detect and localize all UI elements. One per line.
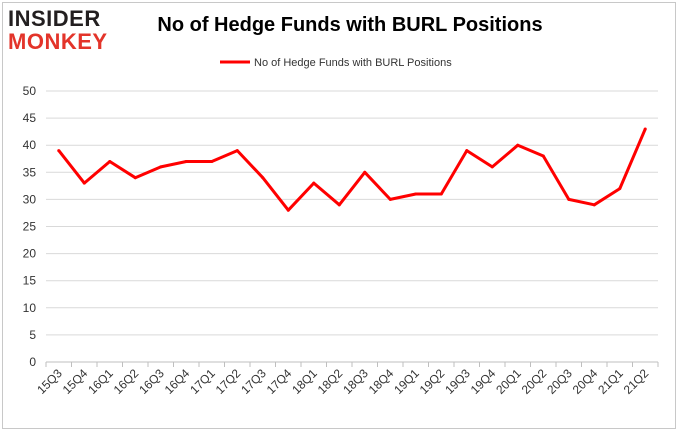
x-tick-label: 20Q2 [519,366,550,397]
gridlines [46,90,658,336]
x-tick-label: 21Q1 [595,366,626,397]
x-tick-label: 20Q1 [493,366,524,397]
y-tick-label: 0 [29,355,36,369]
series-lines [57,127,647,212]
x-tick-label: 20Q4 [570,366,601,397]
data-point [286,208,290,212]
x-tick-label: 15Q3 [34,366,65,397]
x-tick-label: 20Q3 [544,366,575,397]
data-point [618,187,622,191]
data-point [337,203,341,207]
x-axis-ticks: 15Q315Q416Q116Q216Q316Q417Q117Q217Q317Q4… [34,362,659,397]
y-tick-label: 30 [23,192,37,206]
data-point [184,159,188,163]
data-point [261,176,265,180]
data-point [108,159,112,163]
x-tick-label: 18Q2 [315,366,346,397]
x-tick-label: 18Q3 [340,366,371,397]
x-tick-label: 19Q1 [391,366,422,397]
x-tick-label: 21Q2 [621,366,652,397]
data-point [82,181,86,185]
x-tick-label: 15Q4 [60,366,91,397]
data-point [439,192,443,196]
y-axis-ticks: 0 5 10 15 20 25 30 35 40 45 50 [23,84,37,369]
data-point [567,197,571,201]
data-point [388,197,392,201]
data-point [235,149,239,153]
data-point [133,176,137,180]
insider-monkey-logo: INSIDER MONKEY [8,8,128,58]
x-tick-label: 19Q2 [417,366,448,397]
y-tick-label: 10 [23,301,37,315]
x-tick-label: 17Q2 [213,366,244,397]
y-tick-label: 25 [23,220,37,234]
logo-line-2: MONKEY [8,29,108,54]
y-tick-label: 15 [23,274,37,288]
data-point [210,159,214,163]
x-tick-label: 16Q1 [85,366,116,397]
data-point [643,127,647,131]
data-point [592,203,596,207]
y-tick-label: 20 [23,247,37,261]
y-tick-label: 50 [23,84,37,98]
data-point [465,149,469,153]
x-tick-label: 18Q1 [289,366,320,397]
y-tick-label: 45 [23,111,37,125]
data-point [312,181,316,185]
x-tick-label: 17Q4 [264,366,295,397]
legend: No of Hedge Funds with BURL Positions [220,57,452,69]
x-tick-label: 19Q4 [468,366,499,397]
y-tick-label: 35 [23,165,37,179]
data-point [541,154,545,158]
logo-line-1: INSIDER [8,6,101,31]
chart-frame [2,2,676,429]
y-tick-label: 5 [29,328,36,342]
x-tick-label: 17Q3 [238,366,269,397]
data-point [490,165,494,169]
data-point [159,165,163,169]
x-tick-label: 16Q3 [136,366,167,397]
data-point [363,170,367,174]
y-tick-label: 40 [23,138,37,152]
data-point [57,149,61,153]
legend-label: No of Hedge Funds with BURL Positions [254,57,452,69]
x-tick-label: 18Q4 [366,366,397,397]
series-line [57,128,647,212]
chart-title: No of Hedge Funds with BURL Positions [157,14,543,36]
data-point [414,192,418,196]
x-tick-label: 19Q3 [442,366,473,397]
data-point [516,143,520,147]
x-tick-label: 17Q1 [187,366,218,397]
x-tick-label: 16Q4 [162,366,193,397]
x-tick-label: 16Q2 [111,366,142,397]
